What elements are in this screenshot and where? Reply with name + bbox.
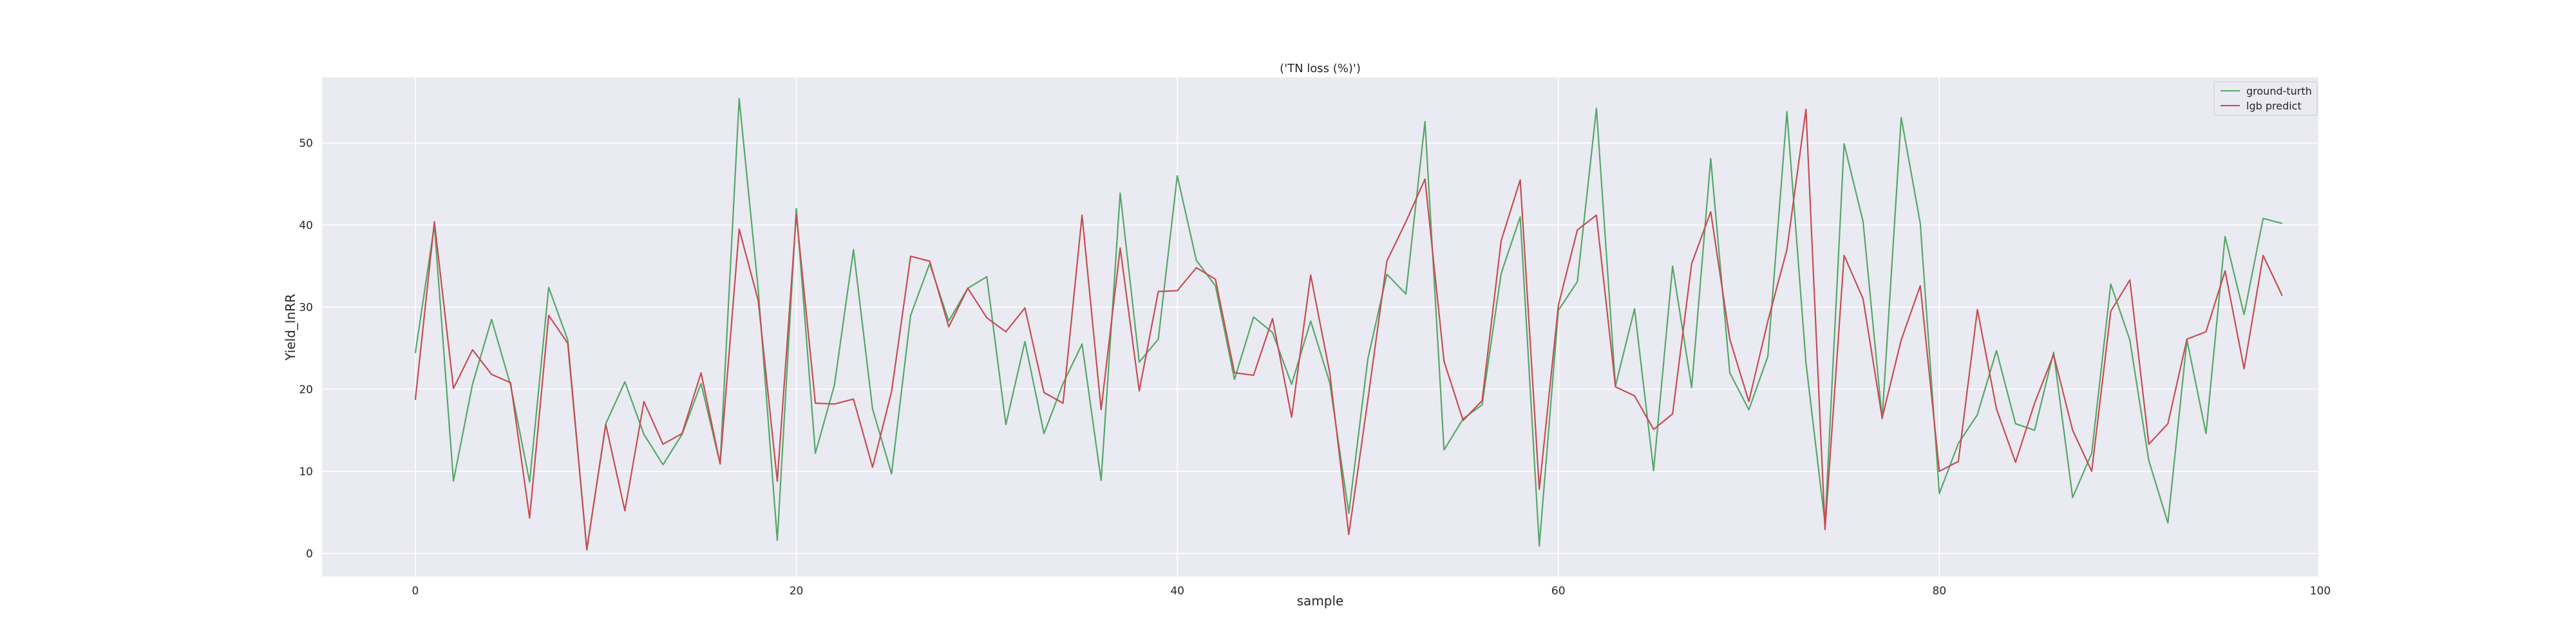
- x-tick-label: 100: [2310, 585, 2331, 598]
- tick-labels: 0 20 40 60 80 100 0 10 20 30 40 50: [299, 137, 2331, 598]
- y-tick-label: 10: [299, 466, 313, 478]
- grid-lines: [322, 77, 2321, 576]
- chart-title: ('TN loss (%)'): [1280, 62, 1361, 75]
- series-line-ground-turth: [414, 98, 2283, 551]
- y-tick-label: 0: [306, 547, 313, 560]
- y-axis-label: Yield_lnRR: [283, 294, 298, 361]
- x-tick-label: 60: [1551, 585, 1566, 598]
- legend-label-ground-turth: ground-turth: [2246, 85, 2312, 97]
- series-layer: [414, 98, 2283, 551]
- y-tick-label: 20: [299, 383, 313, 396]
- series-line-lgb-predict: [414, 108, 2283, 551]
- x-tick-label: 40: [1170, 585, 1184, 598]
- legend: ground-turth lgb predict: [2213, 81, 2318, 116]
- x-tick-label: 80: [1933, 585, 1947, 598]
- x-tick-label: 0: [412, 585, 419, 598]
- y-tick-label: 30: [299, 301, 313, 314]
- y-tick-label: 40: [299, 219, 313, 232]
- x-axis-label: sample: [1297, 593, 1344, 609]
- legend-label-lgb-predict: lgb predict: [2246, 100, 2302, 112]
- y-tick-label: 50: [299, 137, 313, 150]
- x-tick-label: 20: [790, 585, 804, 598]
